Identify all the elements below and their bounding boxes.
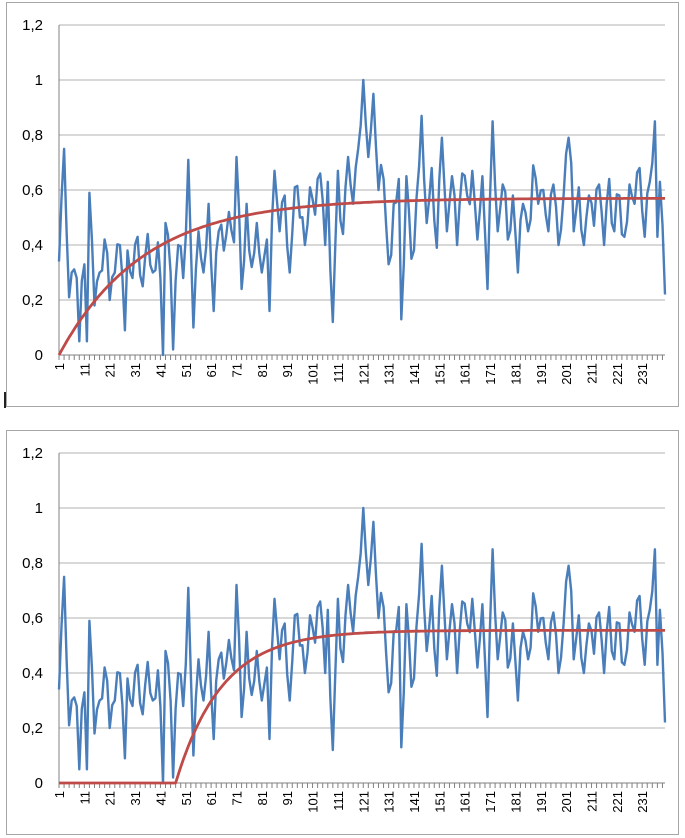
x-tick-label: 31 [128,791,143,805]
x-tick-label: 161 [458,363,473,385]
x-tick-label: 51 [179,791,194,805]
y-tick-label: 0,8 [22,555,43,572]
x-tick-label: 71 [229,363,244,377]
series-line-trend [59,628,665,785]
x-tick-label: 121 [356,363,371,385]
x-tick-label: 111 [331,363,346,383]
x-tick-label: 121 [356,791,371,813]
y-tick-label: 1,2 [22,445,43,462]
x-tick-label: 71 [229,791,244,805]
x-tick-label: 151 [432,363,447,385]
y-tick-label: 0,6 [22,610,43,627]
x-tick-label: 161 [458,791,473,813]
x-tick-label: 171 [483,791,498,813]
x-tick-label: 221 [610,363,625,385]
x-tick-label: 1 [52,791,67,798]
y-tick-label: 0,2 [22,292,43,309]
x-tick-label: 131 [382,791,397,813]
chart-bottom-plot: 00,20,40,60,811,21 11 21 31 41 51 61 71 81 91 101 1… [22,445,667,813]
y-tick-label: 1 [35,500,43,517]
series-line-signal [57,506,667,785]
y-tick-label: 0,4 [22,237,43,254]
chart-top: 0 0,2 0,4 0,6 0,8 1 1,2 1 11 21 31 41 51 61 71 81 91 101 1… [6,2,679,407]
x-tick-label: 201 [559,363,574,385]
x-tick-label: 1 [52,363,67,370]
x-tick-label: 101 [306,363,321,385]
x-tick-label: 61 [204,791,219,805]
chart-top-plot: 00,20,40,60,811,21 11 21 31 41 51 61 71 81 91 101 1… [22,17,667,385]
x-tick-label: 61 [204,363,219,377]
x-tick-label: 191 [534,791,549,813]
x-tick-label: 131 [382,363,397,385]
x-tick-label: 81 [255,791,270,805]
x-tick-label: 21 [103,363,118,377]
series-line-trend [57,196,665,356]
x-tick-label: 171 [483,363,498,385]
x-tick-label: 111 [331,791,346,811]
y-tick-label: 1,2 [22,17,43,34]
x-tick-label: 211 [584,363,599,384]
y-tick-label: 1 [35,72,43,89]
x-tick-label: 41 [153,363,168,377]
y-tick-label: 0,8 [22,127,43,144]
x-tick-label: 181 [508,363,523,385]
x-tick-label: 231 [635,363,650,385]
x-tick-label: 201 [559,791,574,813]
x-tick-label: 141 [407,363,422,385]
x-tick-label: 91 [280,363,295,377]
x-tick-label: 31 [128,363,143,377]
x-tick-label: 231 [635,791,650,813]
x-tick-label: 41 [153,791,168,805]
x-tick-label: 191 [534,363,549,385]
y-tick-label: 0 [35,775,43,792]
series-line-signal [57,78,667,357]
x-tick-label: 151 [432,791,447,813]
x-tick-label: 141 [407,791,422,813]
y-tick-label: 0,6 [22,182,43,199]
x-tick-label: 211 [584,791,599,812]
x-tick-label: 21 [103,791,118,805]
x-tick-label: 221 [610,791,625,813]
x-tick-label: 11 [77,791,92,805]
y-tick-label: 0,4 [22,665,43,682]
y-tick-label: 0,2 [22,720,43,737]
chart-bottom: 0 0,2 0,4 0,6 0,8 1 1,2 1 11 21 31 41 51 61 71 81 91 101 1… [6,430,679,835]
x-tick-label: 51 [179,363,194,377]
x-tick-label: 181 [508,791,523,813]
x-tick-label: 81 [255,363,270,377]
text-cursor-mark [4,392,6,408]
x-tick-label: 11 [77,363,92,377]
x-tick-label: 91 [280,791,295,805]
x-tick-label: 101 [306,791,321,813]
y-tick-label: 0 [35,347,43,364]
